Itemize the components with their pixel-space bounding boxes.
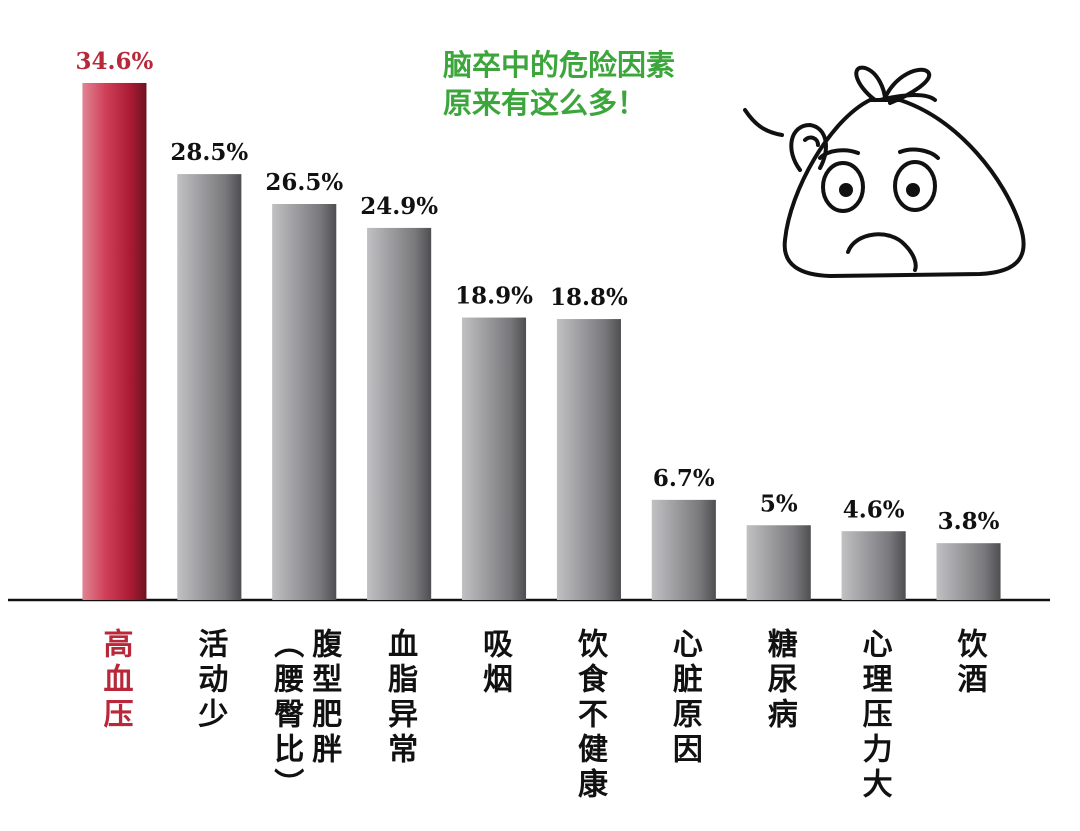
character [743, 65, 1026, 279]
value-label: 28.5% [170, 139, 248, 166]
x-tick-label: 饮酒 [951, 628, 987, 698]
x-tick-label: 饮食不健康 [571, 628, 607, 803]
value-label: 5% [760, 490, 798, 517]
bar-shade [367, 227, 432, 600]
value-label: 3.8% [938, 508, 1000, 535]
bar-shade [272, 204, 337, 600]
value-label: 24.9% [360, 193, 438, 220]
bar-shade [556, 319, 621, 600]
bar-shade [746, 525, 811, 600]
value-label: 18.8% [550, 284, 628, 311]
x-tick-label: 血脂异常 [382, 628, 418, 768]
x-tick-label: 腹型肥胖 （腰臀比） [268, 628, 342, 803]
bar-shade [82, 82, 147, 600]
value-label: 6.7% [653, 465, 715, 492]
x-tick-label: 活动少 [192, 628, 228, 733]
bar-shade [841, 531, 906, 600]
x-tick-label: 吸烟 [477, 628, 513, 698]
value-label: 18.9% [455, 283, 533, 310]
annotation: 脑卒中的危险因素 [443, 48, 675, 82]
bar-shade [177, 174, 242, 600]
bar-shade [651, 499, 716, 600]
x-tick-label: 糖尿病 [761, 628, 797, 733]
value-label: 4.6% [843, 496, 905, 523]
x-tick-label: 心脏原因 [666, 628, 702, 768]
bar-shade [462, 317, 527, 600]
x-tick-label: 高血压 [97, 628, 133, 733]
value-label: 34.6% [76, 48, 154, 75]
bar-shade [936, 543, 1001, 600]
value-label: 26.5% [265, 169, 343, 196]
annotation: 原来有这么多！ [443, 86, 646, 120]
x-tick-label: 心理压力大 [856, 628, 892, 803]
